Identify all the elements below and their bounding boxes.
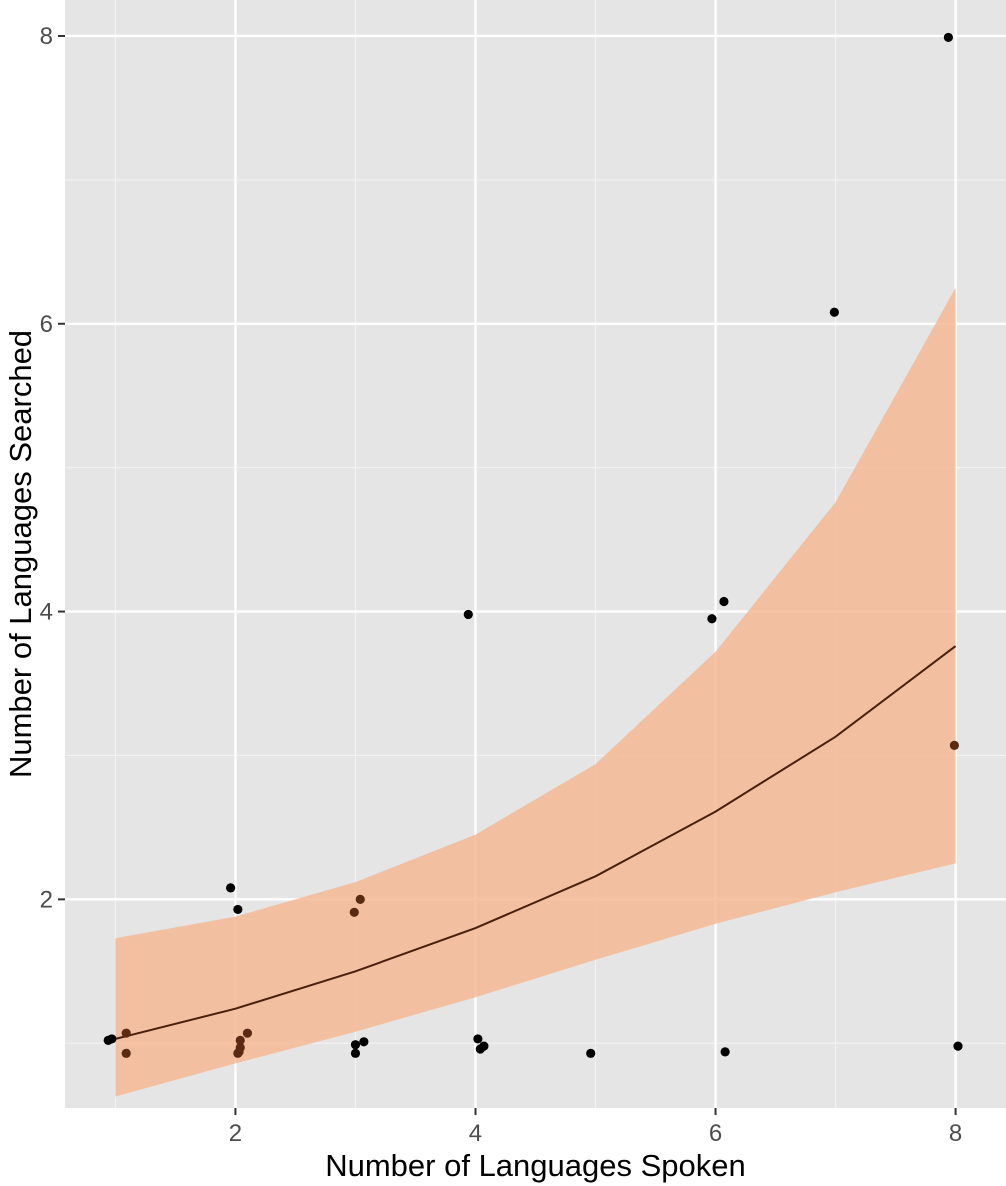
x-tick-labels: 2 4 6 8 [229, 1120, 963, 1147]
data-point [235, 1035, 245, 1045]
data-point [359, 1037, 369, 1047]
data-point [242, 1028, 253, 1038]
data-point [953, 1041, 963, 1051]
data-point [233, 904, 243, 915]
confidence-band [115, 287, 956, 1097]
data-point [829, 307, 839, 317]
data-point [355, 894, 365, 904]
data-point [121, 1028, 131, 1038]
data-point [473, 1034, 483, 1044]
data-point [707, 614, 717, 624]
data-point [586, 1048, 596, 1058]
x-tick-label: 8 [949, 1120, 962, 1147]
data-point [350, 1048, 361, 1058]
data-point [720, 1047, 730, 1057]
x-tick-label: 6 [709, 1120, 722, 1147]
fit-line [115, 645, 957, 1040]
y-tick-label: 8 [40, 23, 53, 50]
data-point [233, 1048, 243, 1058]
y-tick-marks [58, 34, 65, 901]
data-point [949, 740, 959, 750]
data-points [103, 32, 963, 1058]
data-point [479, 1041, 489, 1051]
y-tick-label: 6 [40, 311, 53, 338]
data-point [226, 883, 236, 893]
data-point [943, 32, 953, 43]
x-tick-marks [234, 1108, 957, 1115]
data-point [107, 1034, 117, 1044]
minor-gridlines [65, 0, 1006, 1108]
x-tick-label: 4 [469, 1120, 482, 1147]
x-axis-title: Number of Languages Spoken [325, 1148, 746, 1183]
y-tick-labels: 2 4 6 8 [40, 23, 53, 913]
y-tick-label: 4 [40, 599, 53, 626]
data-point [349, 907, 359, 917]
data-point [463, 609, 473, 620]
data-point [719, 596, 729, 607]
x-tick-label: 2 [229, 1120, 242, 1147]
y-tick-label: 2 [40, 886, 53, 913]
y-axis-title: Number of Languages Searched [3, 330, 38, 778]
data-point [121, 1048, 131, 1058]
data-point [350, 1040, 361, 1050]
